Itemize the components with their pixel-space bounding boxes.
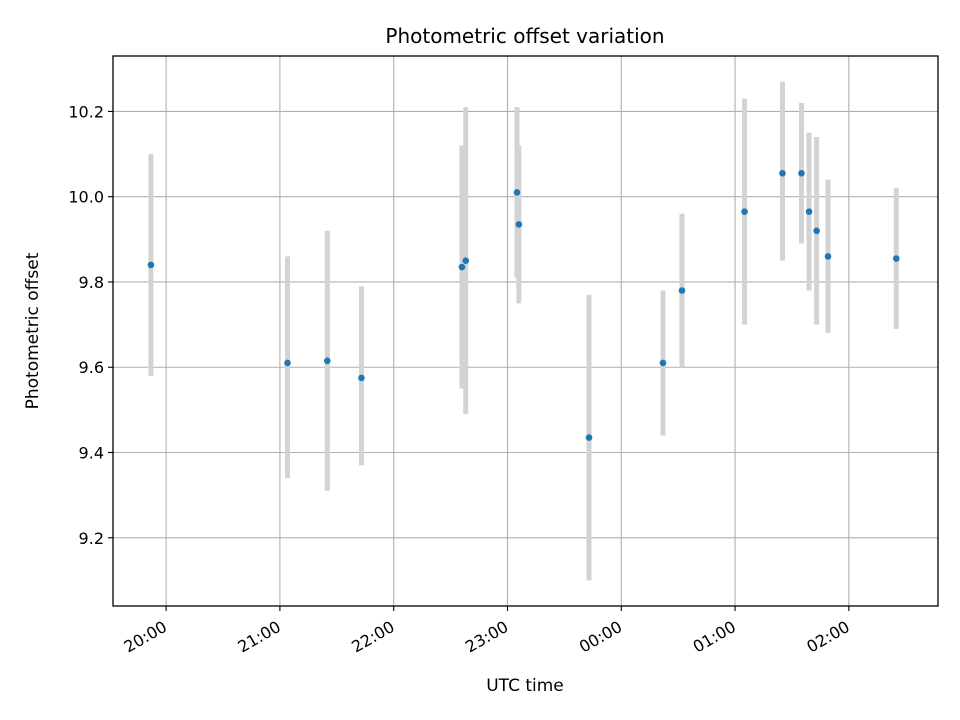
data-point (284, 359, 291, 367)
y-tick-label: 9.6 (79, 358, 104, 377)
y-tick-label: 10.2 (68, 102, 104, 121)
y-tick-label: 10.0 (68, 188, 104, 207)
data-point (585, 434, 593, 441)
y-axis-ticks: 9.2 9.4 9.6 9.8 10.0 10.2 (68, 102, 113, 548)
data-point (324, 357, 331, 365)
y-tick-label: 9.4 (79, 444, 104, 463)
chart-title: Photometric offset variation (385, 24, 664, 48)
data-point (513, 189, 521, 196)
data-point (741, 208, 748, 215)
data-point (462, 257, 470, 264)
y-tick-label: 9.8 (79, 273, 104, 292)
data-point (659, 359, 667, 367)
data-point (147, 261, 155, 269)
plot-frame (112, 55, 939, 607)
data-points (147, 169, 900, 441)
data-point (458, 263, 466, 271)
data-point (798, 169, 805, 177)
data-point (358, 374, 365, 382)
data-point (779, 169, 786, 177)
data-point (678, 287, 686, 294)
data-point (892, 255, 900, 262)
y-tick-label: 9.2 (79, 529, 104, 548)
x-axis-label: UTC time (486, 676, 564, 696)
y-axis-label: Photometric offset (23, 252, 43, 409)
data-point (515, 221, 523, 228)
data-point (824, 253, 832, 260)
data-point (805, 208, 813, 215)
data-point (813, 227, 820, 235)
